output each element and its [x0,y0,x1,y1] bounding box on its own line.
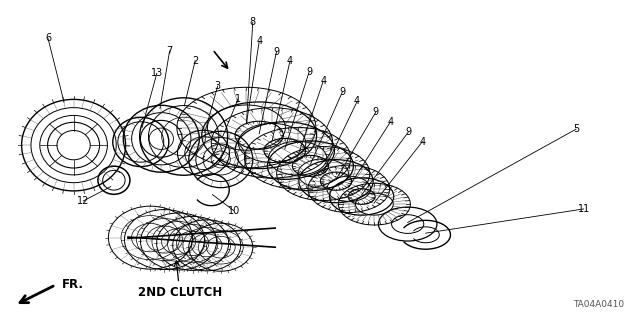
Text: 10: 10 [227,205,240,216]
Text: 8: 8 [250,17,256,27]
Text: 4: 4 [320,76,326,86]
Text: 2ND CLUTCH: 2ND CLUTCH [138,261,222,299]
Text: 11: 11 [577,204,590,214]
Text: 9: 9 [405,127,412,137]
Text: 4: 4 [354,96,360,107]
Text: 5: 5 [573,124,579,134]
Text: 4: 4 [387,117,394,127]
Text: 13: 13 [150,68,163,78]
Text: 12: 12 [77,196,90,206]
Text: 4: 4 [287,56,293,66]
Text: 6: 6 [45,33,51,43]
Text: 4: 4 [419,137,426,147]
Text: 9: 9 [306,67,312,77]
Text: 9: 9 [339,87,346,97]
Text: TA04A0410: TA04A0410 [573,300,624,309]
Text: 7: 7 [166,46,173,56]
Text: 3: 3 [214,81,221,91]
Text: 2: 2 [192,56,198,66]
Text: 9: 9 [273,47,280,57]
Text: FR.: FR. [62,278,84,291]
Text: 1: 1 [235,94,241,104]
Text: 9: 9 [372,107,379,117]
Text: 4: 4 [256,36,262,47]
